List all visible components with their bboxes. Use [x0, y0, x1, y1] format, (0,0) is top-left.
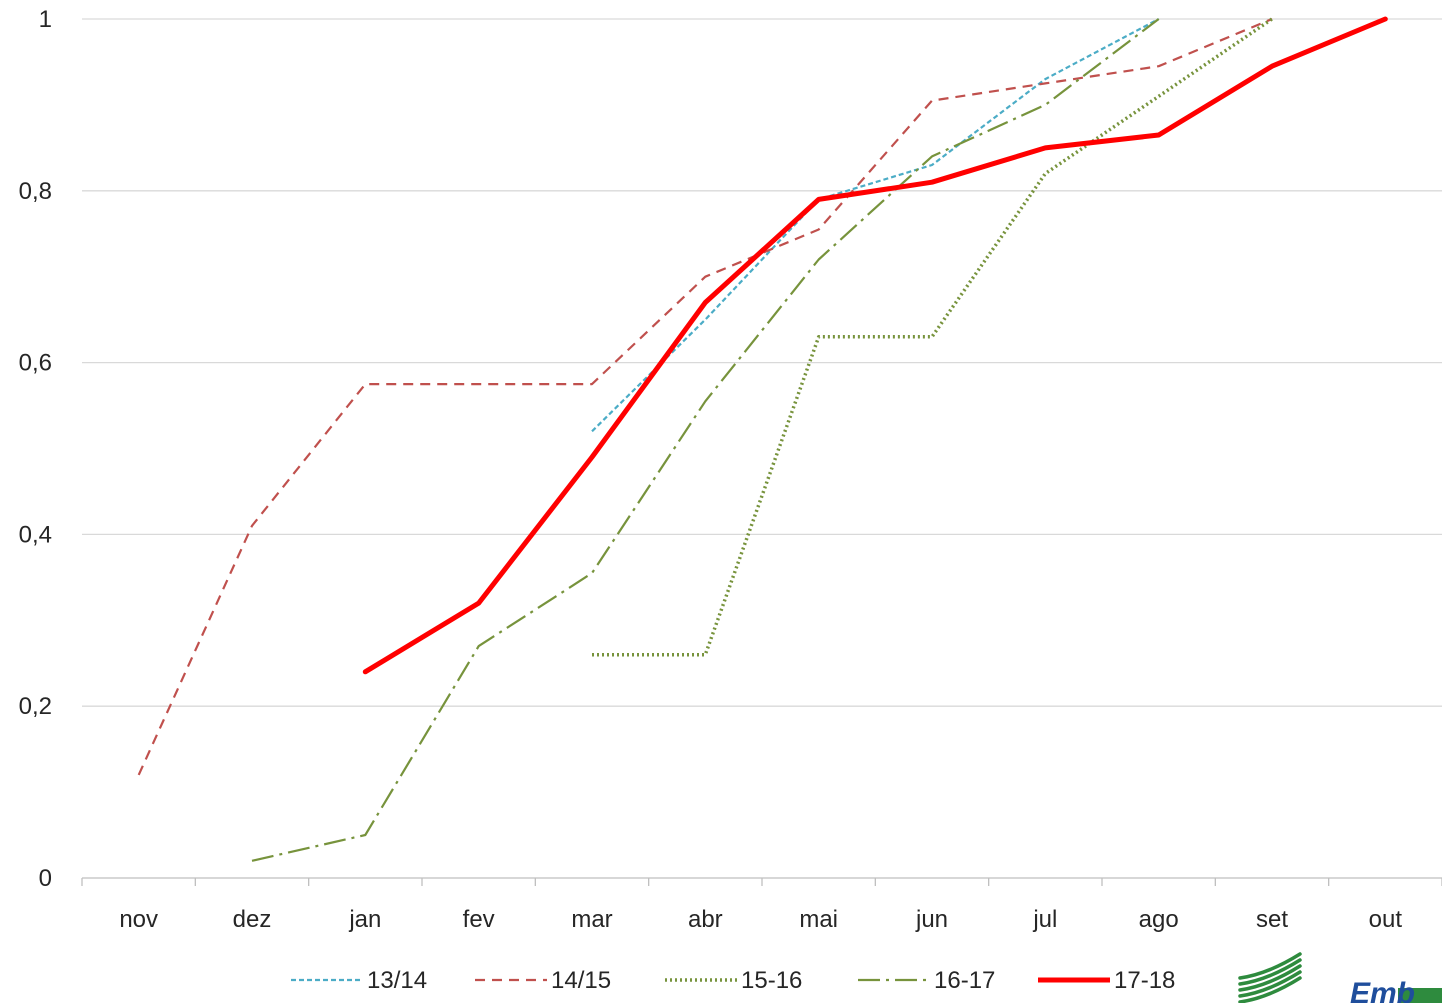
x-tick-label: out [1369, 906, 1403, 933]
legend: 13/14 14/15 15-16 16-17 17-18 [291, 967, 1175, 994]
y-tick-label: 1 [39, 6, 52, 33]
logo-text: Emb [1350, 977, 1415, 1003]
x-tick-label: nov [119, 906, 158, 933]
y-axis: 0 0,2 0,4 0,6 0,8 1 [19, 6, 52, 892]
legend-label: 14/15 [551, 967, 611, 994]
y-tick-label: 0,6 [19, 350, 52, 377]
x-tick-label: fev [463, 906, 495, 933]
logo-leaf-stroke [1238, 958, 1302, 986]
x-tick-label: mai [799, 906, 838, 933]
x-tick-label: dez [233, 906, 272, 933]
legend-label: 17-18 [1114, 967, 1175, 994]
x-tick-label: mar [571, 906, 612, 933]
series-lines [137, 16, 1388, 862]
x-tick-label: ago [1139, 906, 1179, 933]
logo-leaf-stroke [1238, 970, 1302, 998]
gridlines [82, 18, 1442, 707]
x-tick-label: jan [348, 906, 381, 933]
series-line-16-17 [251, 18, 1160, 862]
embrapa-logo: Emb [1238, 952, 1442, 1003]
series-line-17-18 [362, 16, 1388, 675]
legend-label: 16-17 [934, 967, 995, 994]
x-tick-label: jun [915, 906, 948, 933]
series-line-14-15 [137, 17, 1273, 776]
x-tick-label: abr [688, 906, 723, 933]
logo-leaf-stroke [1238, 964, 1302, 992]
x-tick-labels: nov dez jan fev mar abr mai jun jul ago set out [119, 906, 1402, 933]
y-tick-label: 0,8 [19, 178, 52, 205]
series-line-15-16 [592, 17, 1273, 657]
x-axis [81, 877, 1442, 886]
series-line-13-14 [591, 18, 1160, 433]
y-tick-label: 0 [39, 865, 52, 892]
y-tick-label: 0,4 [19, 521, 52, 548]
x-tick-label: jul [1032, 906, 1057, 933]
y-tick-label: 0,2 [19, 693, 52, 720]
legend-label: 13/14 [367, 967, 427, 994]
legend-label: 15-16 [741, 967, 802, 994]
logo-block [1398, 988, 1442, 1003]
logo-leaf-stroke [1238, 976, 1302, 1003]
logo-leaf-stroke [1238, 952, 1302, 980]
x-tick-label: set [1256, 906, 1288, 933]
